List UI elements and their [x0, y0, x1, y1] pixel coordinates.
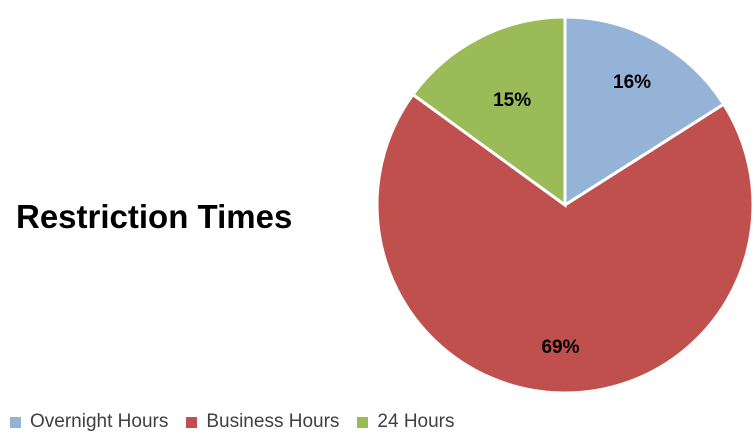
legend-swatch-overnight-hours	[10, 416, 21, 428]
chart-title: Restriction Times	[16, 198, 293, 235]
legend-swatch-24-hours	[357, 416, 369, 428]
pie-slice-24-hours	[410, 15, 567, 208]
data-label-business-hours: 69%	[541, 337, 579, 358]
data-label-overnight-hours: 16%	[613, 72, 651, 93]
legend-item-business-hours: Business Hours	[186, 411, 339, 433]
legend-item-overnight-hours: Overnight Hours	[10, 411, 168, 433]
legend-label-24-hours: 24 Hours	[377, 411, 455, 432]
legend-swatch-business-hours	[186, 416, 198, 428]
data-label-24-hours: 15%	[493, 90, 531, 111]
pie-slice-overnight-hours	[563, 15, 726, 208]
legend-item-24-hours: 24 Hours	[357, 411, 455, 433]
legend: Overnight Hours Business Hours 24 Hours	[0, 409, 455, 435]
legend-label-overnight-hours: Overnight Hours	[30, 411, 169, 432]
pie-slice-business-hours	[375, 92, 755, 395]
legend-label-business-hours: Business Hours	[206, 411, 340, 432]
